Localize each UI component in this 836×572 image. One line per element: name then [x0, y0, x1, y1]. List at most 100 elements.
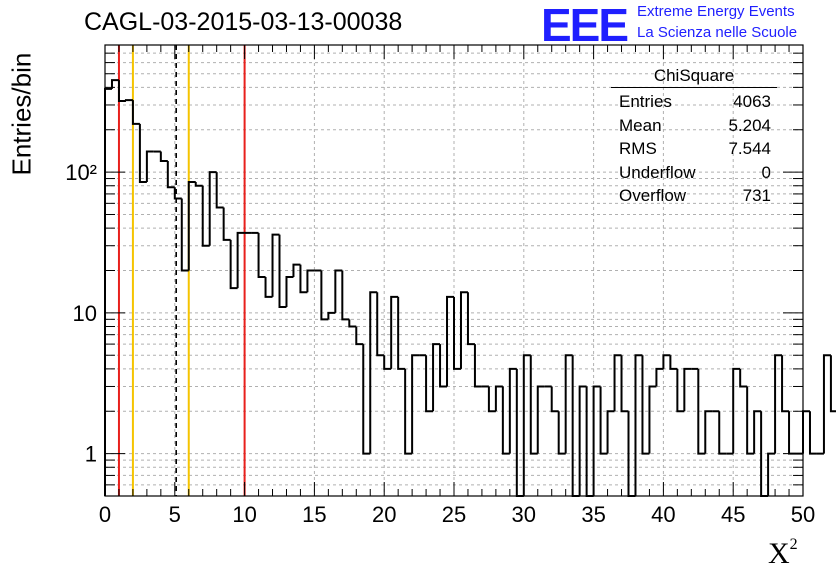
histogram-bin — [494, 385, 503, 412]
histogram-bin — [697, 368, 706, 455]
x-tick-label: 40 — [651, 502, 675, 527]
stats-row-rms: RMS 7.544 — [611, 137, 777, 161]
histogram-bin — [648, 385, 657, 454]
histogram-bin — [564, 354, 573, 454]
histogram-bin — [159, 151, 168, 162]
histogram-bin — [222, 207, 231, 241]
stats-value: 731 — [742, 186, 771, 205]
x-tick-label: 50 — [791, 502, 815, 527]
logo-line-2: La Scienza nelle Scuole — [637, 24, 798, 41]
histogram-bin — [215, 172, 224, 209]
histogram-bin — [145, 150, 154, 183]
histogram-bin — [767, 452, 776, 496]
histogram-bin — [704, 410, 713, 454]
histogram-bin — [501, 386, 510, 455]
stats-row-underflow: Underflow 0 — [611, 161, 777, 185]
histogram-bin — [397, 296, 406, 370]
histogram-bin — [180, 198, 189, 272]
stats-value: 0 — [761, 162, 771, 182]
histogram-bin — [487, 386, 496, 413]
histogram-bin — [453, 296, 461, 370]
histogram-bin — [732, 367, 741, 454]
x-tick-label: 30 — [512, 502, 536, 527]
histogram-bin — [829, 355, 836, 413]
stats-row-overflow: Overflow 731 — [611, 184, 777, 208]
stats-value: 4063 — [733, 92, 771, 111]
histogram-bin — [774, 354, 783, 454]
logo-line-1: Extreme Energy Events — [637, 3, 795, 20]
histogram-bin — [390, 295, 399, 369]
x-tick-label: 35 — [581, 502, 605, 527]
histogram-bin — [613, 354, 622, 412]
histogram-bin — [432, 343, 441, 412]
histogram-bin — [676, 368, 685, 413]
histogram-bin — [599, 386, 608, 455]
stats-row-mean: Mean 5.204 — [611, 114, 777, 138]
x-tick-label: 15 — [302, 502, 326, 527]
histogram-bin — [320, 270, 329, 321]
histogram-bin — [822, 354, 831, 454]
histogram-bin — [264, 276, 273, 298]
histogram-bin — [285, 275, 294, 308]
histogram-bin — [508, 367, 517, 454]
histogram-bin — [606, 410, 615, 454]
histogram-bin — [327, 311, 336, 320]
histogram-bin — [362, 344, 371, 455]
histogram-bin — [173, 187, 182, 200]
histogram-bin — [557, 411, 566, 455]
histogram-bin — [299, 264, 308, 294]
stats-title: ChiSquare — [611, 66, 777, 88]
histogram-bin — [124, 99, 133, 102]
histogram-bin — [131, 100, 140, 125]
histogram-bin — [341, 270, 350, 321]
histogram-bin — [473, 344, 482, 388]
histogram-bin — [788, 411, 797, 455]
axis-ticks — [104, 44, 804, 497]
histogram-bin — [529, 355, 538, 455]
y-tick-label: 10² — [65, 160, 97, 185]
histogram-bin — [257, 232, 266, 278]
histogram-bin — [808, 411, 817, 455]
x-tick-label: 0 — [99, 502, 111, 527]
histogram-bin — [369, 291, 378, 454]
histogram-bin — [571, 355, 580, 497]
y-axis-label: Entries/bin — [6, 52, 37, 176]
histogram-bin — [439, 344, 448, 388]
histogram-bin — [515, 368, 524, 497]
histogram-bin — [208, 171, 217, 246]
stats-value: 5.204 — [728, 115, 771, 135]
histogram-bin — [669, 355, 678, 370]
histogram-bin — [306, 269, 315, 293]
histogram-bin — [404, 368, 413, 455]
histogram-bin — [683, 367, 692, 412]
histogram-bin — [138, 123, 147, 184]
histogram-bin — [383, 355, 392, 370]
histogram-bin — [292, 263, 301, 277]
histogram-bin — [620, 355, 629, 413]
histogram-bin — [355, 326, 364, 346]
histogram-bin — [271, 233, 280, 297]
histogram-bin — [348, 319, 357, 328]
x-tick-label: 5 — [169, 502, 181, 527]
x-tick-label: 25 — [442, 502, 466, 527]
histogram-bin — [655, 367, 664, 387]
x-tick-label: 10 — [232, 502, 256, 527]
stats-label: Entries — [619, 92, 672, 111]
histogram-bin — [110, 79, 119, 89]
chart-title: CAGL-03-2015-03-13-00038 — [84, 8, 403, 36]
y-tick-label: 1 — [85, 442, 97, 467]
histogram-bin — [166, 160, 175, 189]
histogram-bin — [550, 386, 559, 413]
histogram-bin — [802, 410, 810, 454]
stats-label: Mean — [619, 115, 662, 135]
histogram-bin — [718, 411, 727, 455]
histogram-bin — [201, 185, 210, 247]
y-tick-label: 10 — [73, 301, 97, 326]
histogram-bin — [739, 368, 748, 388]
histogram-bin — [117, 80, 126, 103]
tick-labels: 0 5 10 15 20 25 30 35 40 45 50 1 10 10² — [65, 160, 815, 527]
histogram-bin — [746, 386, 755, 455]
histogram-bin — [585, 386, 594, 497]
x-axis-label: X2 — [768, 536, 798, 570]
